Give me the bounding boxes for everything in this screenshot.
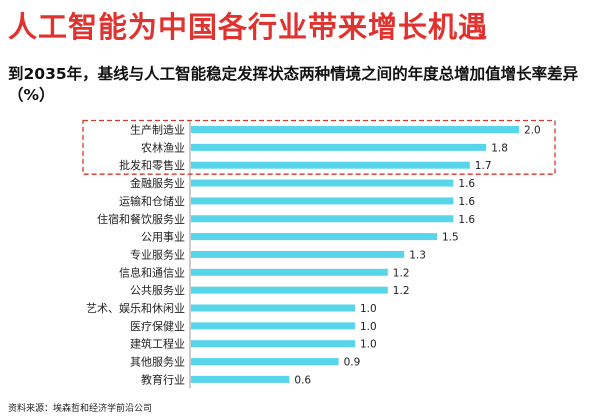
value-label: 1.6 [458, 196, 475, 208]
category-label: 专业服务业 [130, 247, 185, 261]
source-note: 资料来源：埃森哲和经济学前沿公司 [8, 404, 153, 414]
category-label: 医疗保健业 [130, 319, 185, 333]
highlight-box [82, 119, 556, 175]
bar [191, 250, 405, 258]
bar [191, 322, 355, 330]
category-label: 信息和通信业 [119, 265, 185, 279]
bar [191, 286, 388, 294]
category-label: 建筑工程业 [130, 337, 185, 351]
category-label: 金融服务业 [130, 176, 185, 190]
value-label: 1.6 [458, 178, 475, 190]
category-label: 住宿和餐饮服务业 [97, 212, 185, 226]
bar [191, 233, 437, 241]
category-label: 公用事业 [141, 231, 185, 244]
value-label: 2.0 [524, 125, 541, 137]
category-label: 生产制造业 [130, 123, 185, 137]
bar [191, 304, 355, 312]
bar [191, 179, 454, 187]
value-label: 1.7 [475, 160, 492, 172]
bar [191, 358, 339, 366]
value-label: 1.2 [393, 285, 410, 297]
category-label: 其他服务业 [130, 356, 185, 369]
value-label: 1.8 [491, 142, 508, 154]
bar [191, 268, 388, 276]
value-label: 0.9 [344, 357, 361, 369]
page-title: 人工智能为中国各行业带来增长机遇 [8, 10, 489, 44]
value-label: 1.5 [442, 232, 459, 244]
value-label: 1.2 [393, 267, 410, 279]
bar [191, 161, 470, 169]
value-label: 1.0 [360, 339, 377, 351]
category-label: 公共服务业 [130, 284, 185, 297]
bar [191, 197, 454, 205]
value-label: 0.6 [294, 374, 311, 386]
category-label: 艺术、娱乐和休闲业 [86, 301, 185, 315]
value-label: 1.3 [409, 249, 426, 261]
category-label: 运输和仓储业 [119, 194, 185, 208]
category-label: 农林渔业 [141, 140, 185, 154]
bar [191, 126, 519, 133]
bar [191, 340, 355, 348]
chart-subtitle: 到2035年，基线与人工智能稳定发挥状态两种情境之间的年度总增加值增长率差异（%… [8, 65, 579, 104]
value-label: 1.0 [360, 303, 377, 315]
bar [191, 215, 454, 223]
value-label: 1.6 [458, 214, 475, 226]
value-label: 1.0 [360, 321, 377, 333]
bar [191, 375, 290, 383]
bar [191, 143, 487, 151]
category-label: 教育行业 [141, 372, 185, 386]
category-label: 批发和零售业 [119, 158, 185, 172]
